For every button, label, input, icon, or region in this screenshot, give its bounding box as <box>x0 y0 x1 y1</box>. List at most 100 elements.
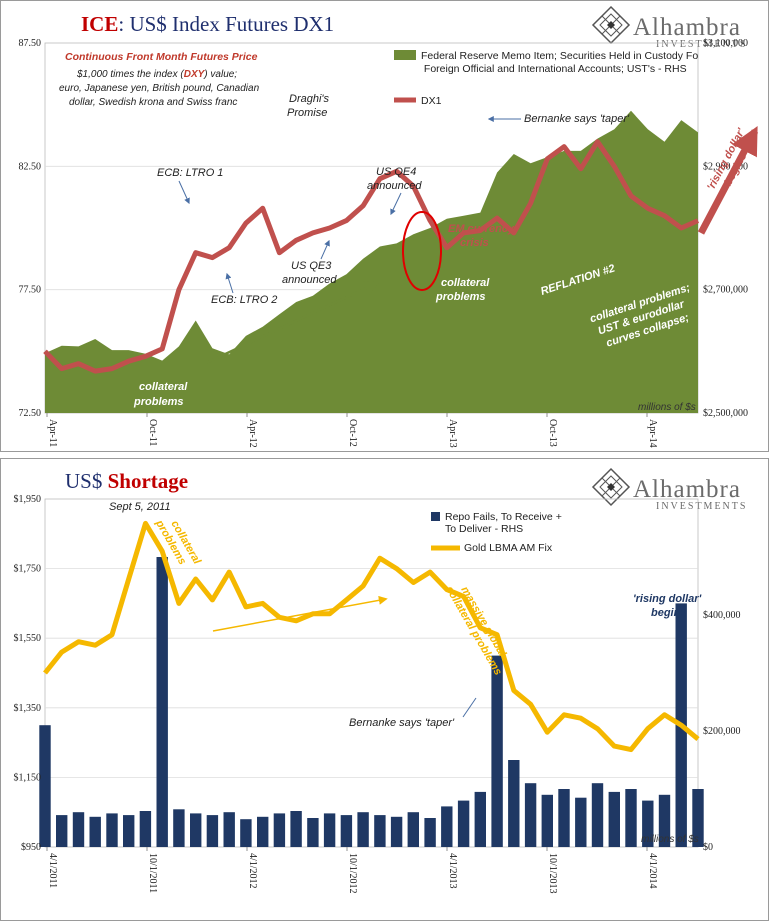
annotation-qe3: US QE3 announced <box>282 260 337 286</box>
repo-fails-bar <box>89 816 101 847</box>
subtitle-line4: dollar, Swedish krona and Swiss franc <box>69 97 237 108</box>
us-shortage-chart-panel: US$ Shortage Alhambra INVESTMENTS $950 $1… <box>0 458 769 921</box>
y-right-tick-label: $2,700,000 <box>703 285 748 296</box>
repo-fails-bar <box>407 812 419 847</box>
y-left-tick-label: $1,550 <box>14 633 42 644</box>
arrow-qe4 <box>390 192 402 216</box>
gold-line <box>43 520 700 753</box>
repo-fails-bars <box>39 557 704 847</box>
x-tick-label: Apr-14 <box>647 419 658 448</box>
x-tick-label: 10/1/2012 <box>347 853 358 894</box>
repo-fails-bar <box>474 791 486 847</box>
legend-label-area: Federal Reserve Memo Item; Securities He… <box>421 50 698 75</box>
chart-title: US$ Shortage <box>65 469 188 493</box>
legend-swatch-area <box>394 50 416 60</box>
em-crisis-circle <box>402 211 442 291</box>
repo-fails-bar <box>290 811 302 847</box>
y-right-tick-label: $2,500,000 <box>703 408 748 419</box>
repo-fails-bar <box>692 789 704 847</box>
annotation-qe4: US QE4 announced <box>367 166 422 192</box>
repo-fails-bar <box>575 797 587 847</box>
repo-fails-bar <box>441 806 453 847</box>
repo-fails-bar <box>642 800 654 847</box>
legend-swatch-bar <box>431 512 440 521</box>
rising-dollar-arrow <box>697 126 759 235</box>
annotation-taper: Bernanke says 'taper' <box>349 717 455 729</box>
y-right-tick-label: $400,000 <box>703 610 741 621</box>
x-tick-label: Apr-12 <box>247 419 258 448</box>
dx1-line <box>43 139 700 374</box>
legend: Federal Reserve Memo Item; Securities He… <box>394 50 698 107</box>
x-tick-label: 4/1/2014 <box>647 853 658 889</box>
repo-fails-bar <box>323 813 336 847</box>
repo-fails-bar <box>591 783 604 847</box>
us-shortage-chart: US$ Shortage Alhambra INVESTMENTS $950 $1… <box>14 467 745 894</box>
x-axis-ticks: Apr-11 Oct-11 Apr-12 Oct-12 Apr-13 Oct-13 Apr-… <box>46 413 658 448</box>
arrow-ltro2 <box>225 272 234 294</box>
repo-fails-bar <box>223 812 235 847</box>
dx1-chart: ICE: US$ Index Futures DX1 Alhambra INVE… <box>19 5 759 448</box>
arrow-ltro1 <box>178 180 190 205</box>
y-left-tick-label: $950 <box>21 842 41 853</box>
repo-fails-bar <box>608 791 620 847</box>
x-tick-label: 4/1/2011 <box>47 853 58 888</box>
y-left-tick-label: $1,950 <box>14 494 42 505</box>
x-axis-ticks: 4/1/2011 10/1/2011 4/1/2012 10/1/2012 4/1/20… <box>46 847 658 894</box>
y-axis-right-ticks: $0 $200,000 $400,000 <box>703 610 741 853</box>
repo-fails-bar <box>625 789 637 847</box>
repo-fails-bar <box>273 813 286 847</box>
annotation-ltro2: ECB: LTRO 2 <box>211 294 277 306</box>
units-label: millions of $s <box>641 834 699 845</box>
diamond-grid-logo-icon <box>591 5 631 45</box>
collateral-arrow <box>205 281 380 365</box>
units-label: millions of $s <box>638 402 696 413</box>
repo-fails-bar <box>558 789 570 847</box>
repo-fails-bar <box>173 809 185 847</box>
repo-fails-bar <box>106 813 118 847</box>
repo-fails-bar <box>123 815 135 847</box>
arrow-qe3 <box>320 239 330 260</box>
repo-fails-bar <box>72 812 85 847</box>
y-left-tick-label: $1,350 <box>14 703 42 714</box>
repo-fails-bar <box>508 760 520 847</box>
x-tick-label: 10/1/2013 <box>547 853 558 894</box>
repo-fails-bar <box>340 815 353 847</box>
repo-fails-bar <box>524 783 537 847</box>
y-right-tick-label: $200,000 <box>703 726 741 737</box>
y-right-tick-label: $2,900,000 <box>703 161 748 172</box>
legend-label-line: DX1 <box>421 95 442 107</box>
repo-fails-bar <box>139 811 152 847</box>
y-axis-right-ticks: $2,500,000 $2,700,000 $2,900,000 $3,100,000 <box>703 38 748 419</box>
x-tick-label: 4/1/2013 <box>447 853 458 889</box>
y-left-tick-label: $1,150 <box>14 772 42 783</box>
y-left-tick-label: 82.50 <box>19 161 42 172</box>
x-tick-label: 4/1/2012 <box>247 853 258 889</box>
y-left-tick-label: 77.50 <box>19 285 42 296</box>
subtitle-line3: euro, Japanese yen, British pound, Canad… <box>59 83 260 94</box>
repo-fails-bar <box>39 725 51 847</box>
y-right-tick-label: $3,100,000 <box>703 38 748 49</box>
repo-fails-bar <box>491 655 503 847</box>
x-tick-label: 10/1/2011 <box>147 853 158 893</box>
repo-fails-bar <box>307 818 319 847</box>
annotation-draghi: Draghi's Promise <box>287 93 330 119</box>
x-tick-label: Apr-13 <box>447 419 458 448</box>
repo-fails-bar <box>56 815 68 847</box>
y-axis-left-ticks: 72.50 77.50 82.50 87.50 <box>19 38 42 419</box>
annotation-ltro1: ECB: LTRO 1 <box>157 167 223 179</box>
annotation-sept5: Sept 5, 2011 <box>109 501 171 513</box>
x-tick-label: Oct-11 <box>147 419 158 446</box>
annotation-collateral-2: collateral problems <box>435 277 490 303</box>
repo-fails-bar <box>424 818 436 847</box>
y-axis-left-ticks: $950 $1,150 $1,350 $1,550 $1,750 $1,950 <box>14 494 42 853</box>
logo-name: Alhambra <box>633 14 741 41</box>
alhambra-logo: Alhambra INVESTMENTS <box>591 5 745 50</box>
repo-fails-bar <box>390 816 403 847</box>
collateral-arrow <box>212 595 388 632</box>
repo-fails-bar <box>156 557 168 847</box>
grid <box>45 568 698 778</box>
repo-fails-bar <box>257 816 269 847</box>
repo-fails-bar <box>190 813 202 847</box>
repo-fails-bar <box>206 815 219 847</box>
x-tick-label: Oct-12 <box>347 419 358 447</box>
